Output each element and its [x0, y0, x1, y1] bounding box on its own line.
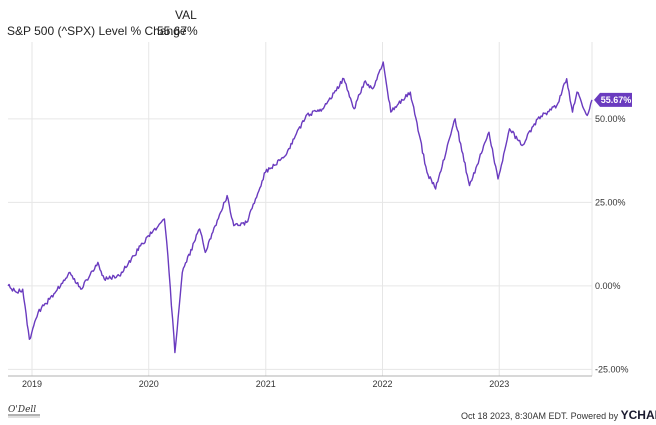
y-axis: -25.00% 0.00% 25.00% 50.00% — [595, 114, 629, 375]
footer-timestamp: Oct 18 2023, 8:30AM EDT. — [461, 411, 569, 421]
y-tick-label: -25.00% — [595, 364, 629, 374]
series-label: S&P 500 (^SPX) Level % Change — [7, 24, 187, 38]
footer-powered-by: Powered by — [570, 411, 619, 421]
series-line-sp500 — [7, 61, 593, 354]
y-tick-label: 50.00% — [595, 114, 626, 124]
x-axis: 2019 2020 2021 2022 2023 — [8, 375, 592, 389]
footer: Oct 18 2023, 8:30AM EDT. Powered by YCHA… — [461, 408, 656, 422]
column-header-val: VAL — [175, 8, 197, 22]
y-tick-label: 0.00% — [595, 281, 621, 291]
x-tick-label: 2019 — [22, 379, 42, 389]
badge-value: 55.67% — [601, 95, 632, 105]
grid — [8, 42, 593, 376]
y-tick-label: 25.00% — [595, 197, 626, 207]
x-tick-label: 2023 — [489, 379, 509, 389]
odell-logo: O'Dell — [7, 402, 41, 420]
badge-shape — [594, 92, 632, 107]
series-current-value: 55.67% — [157, 24, 198, 38]
ycharts-logo[interactable]: YCHARTS — [620, 408, 656, 422]
last-value-badge: 55.67% — [594, 92, 632, 107]
x-tick-label: 2022 — [372, 379, 392, 389]
x-tick-label: 2020 — [139, 379, 159, 389]
x-tick-label: 2021 — [256, 379, 276, 389]
logo-text: O'Dell — [8, 405, 36, 415]
